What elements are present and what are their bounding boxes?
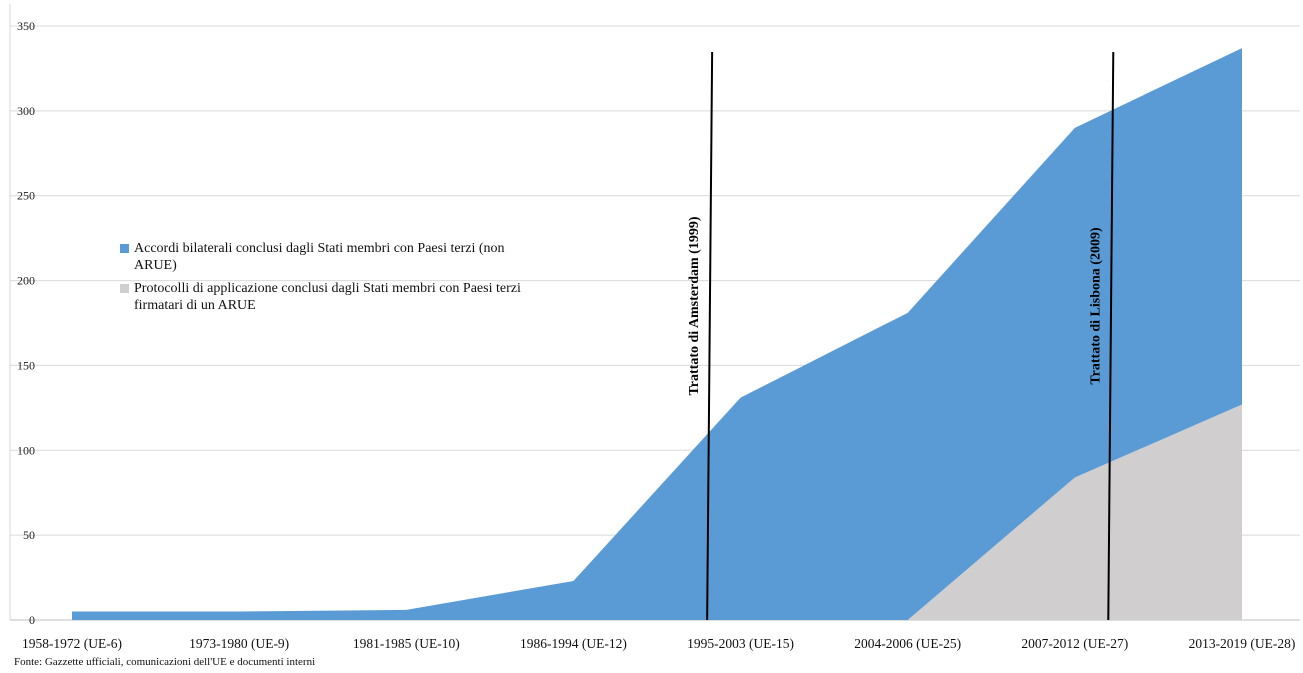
- legend: Accordi bilaterali conclusi dagli Stati …: [118, 240, 548, 320]
- legend-label-series-0: Accordi bilaterali conclusi dagli Stati …: [134, 241, 505, 273]
- y-tick-label-4: 200: [17, 274, 35, 288]
- legend-swatch-series-0: [120, 244, 129, 253]
- y-axis-labels: 0 50 100 150 200 250 300 350: [17, 19, 35, 627]
- x-tick-label-3: 1986-1994 (UE-12): [520, 636, 627, 651]
- annotation-label-1: Trattato di Lisbona (2009): [1088, 227, 1103, 385]
- area-series-0: [72, 48, 1242, 620]
- annotation-line-0: [706, 51, 714, 621]
- annotation-line-1: [1107, 51, 1115, 621]
- source-note: Fonte: Gazzette ufficiali, comunicazioni…: [14, 656, 316, 668]
- area-series-1: [72, 404, 1242, 620]
- x-tick-label-5: 2004-2006 (UE-25): [854, 636, 961, 651]
- annotations: Trattato di Amsterdam (1999) Trattato di …: [687, 51, 1115, 621]
- x-tick-label-4: 1995-2003 (UE-15): [687, 636, 794, 651]
- grid-lines: [9, 4, 1300, 621]
- x-tick-label-1: 1973-1980 (UE-9): [189, 636, 289, 651]
- legend-label-series-1: Protocolli di applicazione conclusi dagl…: [134, 281, 521, 313]
- x-tick-label-6: 2007-2012 (UE-27): [1021, 636, 1128, 651]
- x-tick-label-0: 1958-1972 (UE-6): [22, 636, 122, 651]
- y-tick-label-1: 50: [23, 528, 35, 542]
- x-tick-label-7: 2013-2019 (UE-28): [1189, 636, 1296, 651]
- y-tick-label-0: 0: [29, 613, 35, 627]
- y-tick-label-2: 100: [17, 443, 35, 457]
- legend-item-series-0: Accordi bilaterali conclusi dagli Stati …: [118, 240, 548, 274]
- x-tick-label-2: 1981-1985 (UE-10): [353, 636, 460, 651]
- y-tick-label-3: 150: [17, 358, 35, 372]
- annotation-label-0: Trattato di Amsterdam (1999): [687, 216, 702, 395]
- chart-areas: [72, 48, 1242, 620]
- y-tick-label-7: 350: [17, 19, 35, 33]
- y-tick-label-5: 250: [17, 189, 35, 203]
- x-axis-labels: 1958-1972 (UE-6) 1973-1980 (UE-9) 1981-198…: [22, 636, 1295, 651]
- legend-item-series-1: Protocolli di applicazione conclusi dagl…: [118, 280, 548, 314]
- y-tick-label-6: 300: [17, 104, 35, 118]
- legend-swatch-series-1: [120, 284, 129, 293]
